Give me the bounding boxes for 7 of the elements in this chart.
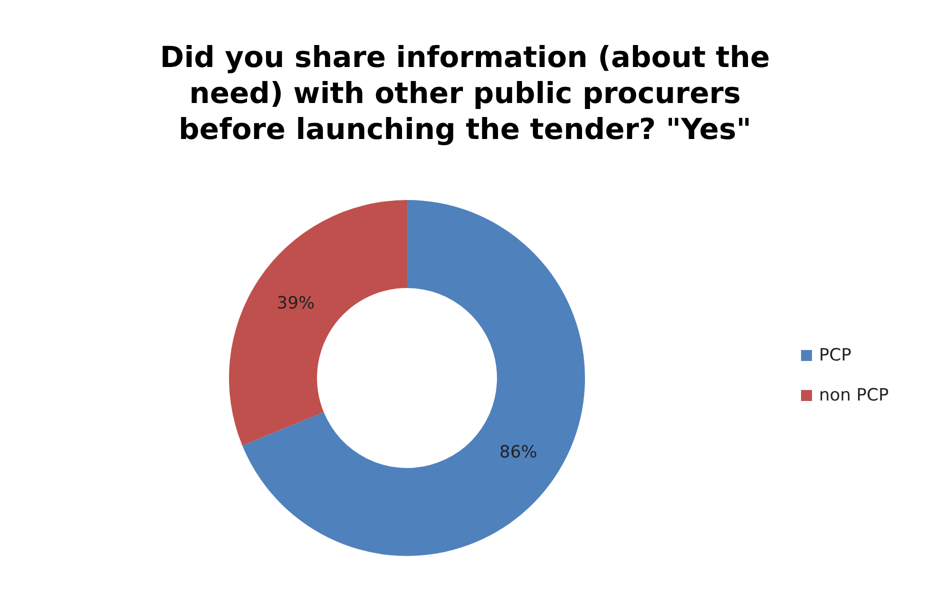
data-label: 86% <box>499 442 538 463</box>
donut-slice <box>242 200 585 556</box>
legend-label: non PCP <box>819 386 889 406</box>
data-label: 39% <box>276 293 315 314</box>
donut-slice <box>229 200 407 446</box>
legend-label: PCP <box>819 346 852 366</box>
chart-title: Did you share information (about the need) with other public procurers before launching the tender? "Yes" <box>160 40 770 146</box>
